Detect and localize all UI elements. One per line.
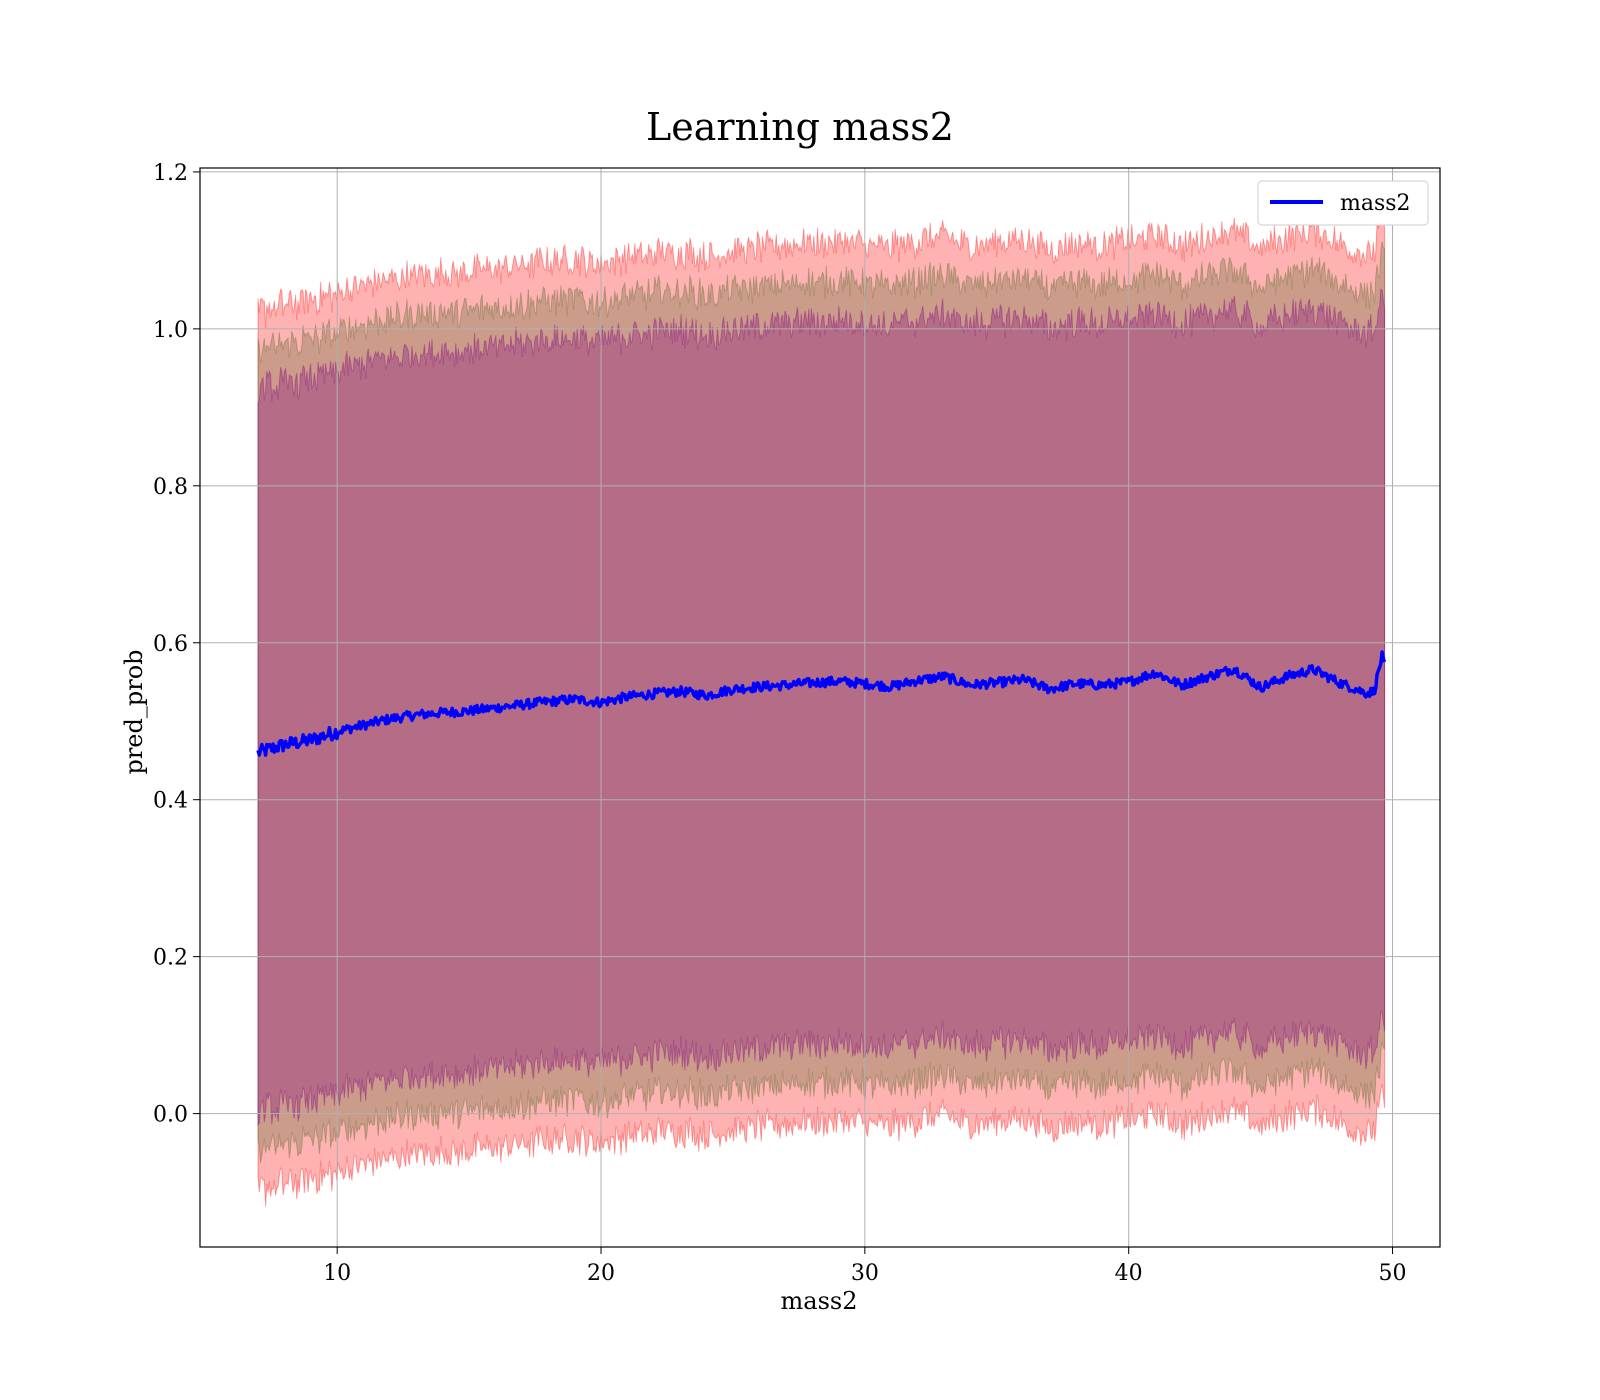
chart-title: Learning mass2 xyxy=(646,105,954,149)
grid xyxy=(200,168,1440,1247)
legend: mass2 xyxy=(1257,180,1429,226)
x-tick-label: 40 xyxy=(1115,1261,1143,1286)
x-tick-label: 10 xyxy=(323,1261,351,1286)
y-tick-label: 0.2 xyxy=(153,946,188,971)
x-tick-label: 20 xyxy=(587,1261,615,1286)
series-line-mass2 xyxy=(256,650,1387,757)
band-2 xyxy=(257,288,1386,1127)
series-lines xyxy=(256,650,1387,757)
x-tick-label: 50 xyxy=(1379,1261,1407,1286)
legend-box xyxy=(1257,180,1429,226)
y-tick-label: 0.4 xyxy=(153,789,188,814)
band-1 xyxy=(257,241,1386,1164)
x-tick-label: 30 xyxy=(851,1261,879,1286)
y-tick-label: 0.0 xyxy=(153,1103,188,1128)
y-tick-label: 0.8 xyxy=(153,475,188,500)
y-tick-label: 1.2 xyxy=(153,161,188,186)
axis-ticks: 10 20 30 40 50 0.0 0.2 0.4 0.6 0.8 1.0 1.2 xyxy=(153,161,1407,1286)
plot-frame xyxy=(199,167,1441,1248)
uncertainty-bands xyxy=(257,205,1386,1207)
legend-entry-mass2: mass2 xyxy=(1340,191,1411,216)
y-axis-label: pred_prob xyxy=(120,649,148,774)
y-tick-label: 0.6 xyxy=(153,632,188,657)
y-tick-label: 1.0 xyxy=(153,318,188,343)
x-axis-label: mass2 xyxy=(781,1287,858,1315)
